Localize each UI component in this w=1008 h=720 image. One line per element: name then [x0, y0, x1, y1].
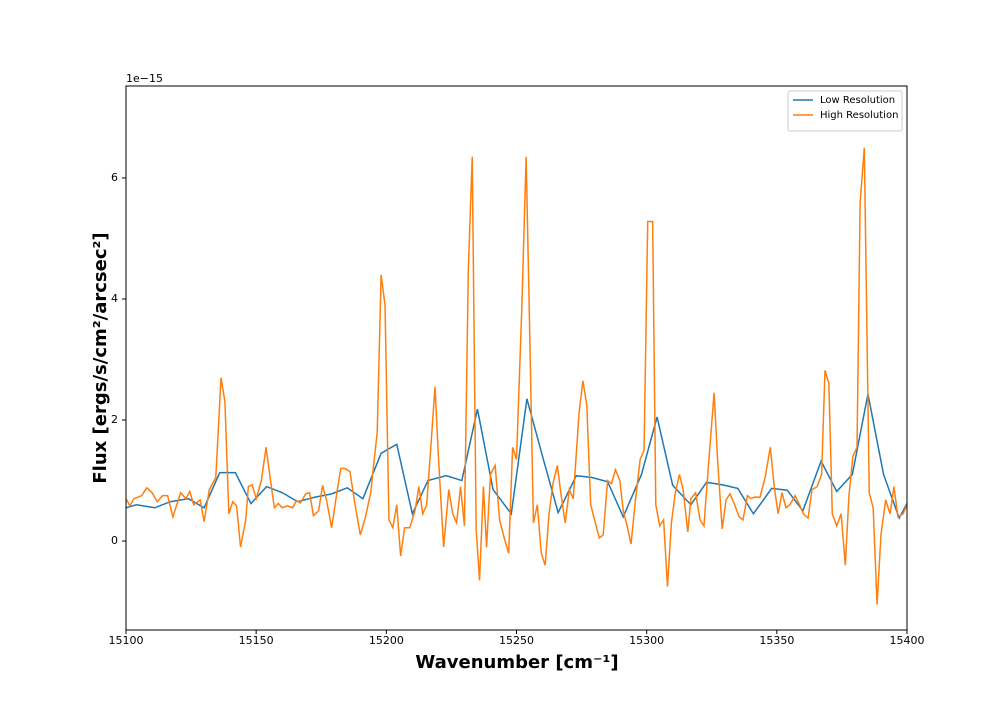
x-tick-label: 15200	[369, 634, 404, 647]
legend-label: High Resolution	[820, 110, 898, 121]
y-axis-label: Flux [ergs/s/cm²/arcsec²]	[90, 232, 111, 483]
legend-label: Low Resolution	[820, 95, 895, 106]
x-tick-label: 15250	[499, 634, 534, 647]
x-tick-label: 15400	[890, 634, 925, 647]
x-tick-label: 15100	[109, 634, 144, 647]
y-tick-label: 4	[111, 292, 118, 305]
y-tick-label: 6	[111, 171, 118, 184]
plot-frame	[125, 85, 908, 631]
y-offset-label: 1e−15	[126, 72, 163, 85]
x-tick-label: 15300	[629, 634, 664, 647]
x-tick-label: 15350	[759, 634, 794, 647]
y-tick-label: 2	[111, 413, 118, 426]
legend-box	[787, 90, 903, 132]
data-line	[126, 147, 907, 605]
x-axis-label: Wavenumber [cm⁻¹]	[415, 652, 618, 673]
y-tick-label: 0	[111, 534, 118, 547]
x-tick-label: 15150	[239, 634, 274, 647]
data-line	[126, 393, 907, 520]
